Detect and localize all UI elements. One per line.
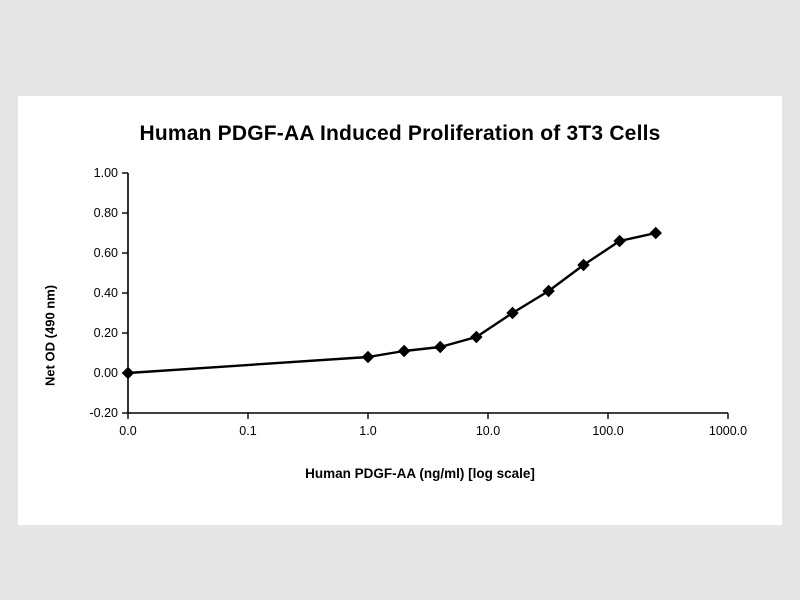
plot-row: Net OD (490 nm) 1.00 0.80 0.60 0.40 0.20 0.00… — [18, 158, 782, 458]
data-marker — [470, 330, 483, 344]
chart-panel: Human PDGF-AA Induced Proliferation of 3… — [18, 96, 782, 525]
data-marker — [542, 284, 555, 298]
y-axis-label: Net OD (490 nm) — [42, 284, 58, 387]
x-tick-label: 0.0 — [119, 424, 136, 438]
x-tick-label: 10.0 — [476, 424, 500, 438]
x-tick-label: 1000.0 — [709, 424, 747, 438]
data-marker — [361, 350, 375, 364]
y-tick-label: 1.00 — [94, 166, 118, 180]
y-tick-label: 0.00 — [94, 366, 118, 380]
chart-title: Human PDGF-AA Induced Proliferation of 3… — [139, 122, 661, 145]
data-marker — [506, 306, 519, 320]
data-marker — [434, 340, 447, 354]
y-tick-label: -0.20 — [90, 406, 119, 420]
plot-area: 1.00 0.80 0.60 0.40 0.20 0.00 -0.200.0 0.1 1.0 10… — [90, 166, 748, 438]
data-marker — [121, 366, 135, 380]
data-marker — [577, 258, 590, 272]
y-tick-label: 0.40 — [94, 286, 118, 300]
y-tick-label: 0.20 — [94, 326, 118, 340]
x-tick-label: 100.0 — [592, 424, 623, 438]
x-tick-label: 0.1 — [239, 424, 256, 438]
data-marker — [613, 234, 626, 248]
data-marker — [649, 226, 662, 240]
y-tick-label: 0.80 — [94, 206, 118, 220]
x-tick-label: 1.0 — [359, 424, 376, 438]
x-axis-label: Human PDGF-AA (ng/ml) [log scale] — [305, 466, 535, 481]
y-tick-label: 0.60 — [94, 246, 118, 260]
data-line — [126, 231, 657, 375]
data-marker — [397, 344, 411, 358]
